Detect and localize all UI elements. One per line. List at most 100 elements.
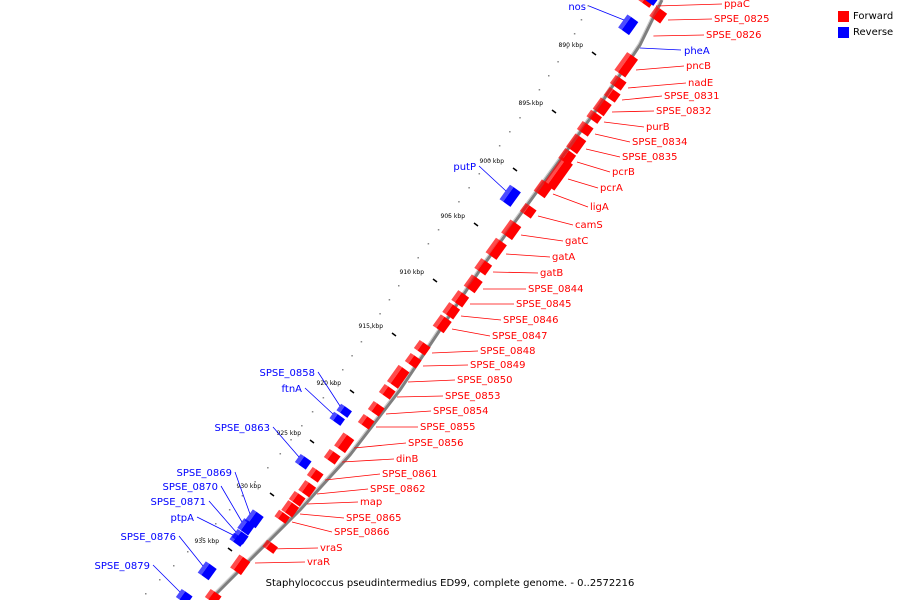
gene-arrow-face [537, 181, 553, 199]
gene-arrow [614, 52, 639, 78]
gene-arrow [357, 413, 375, 430]
gene-leader-line [639, 47, 682, 51]
gene-arrow-side [288, 490, 299, 502]
gene-leader-line [152, 564, 181, 593]
gene-arrow-face [278, 512, 290, 524]
gene-arrow-side [230, 554, 243, 570]
tick-dot [509, 131, 511, 133]
tick-dot [407, 271, 409, 273]
gene-arrow-side [378, 383, 389, 395]
gene-arrow-face [569, 135, 587, 155]
gene-label: SPSE_0825 [714, 14, 770, 25]
legend-forward-label: Forward [853, 10, 894, 22]
gene-arrow-side [204, 588, 215, 600]
gene-arrow-side [323, 448, 334, 460]
gene-label: SPSE_0858 [260, 368, 316, 379]
gene-arrow-side [463, 274, 476, 289]
gene-label: camS [575, 220, 603, 231]
gene-arrow-side [336, 403, 345, 413]
gene-leader-line [407, 379, 456, 383]
tick-mark [309, 439, 315, 444]
tick-mark [391, 332, 397, 337]
gene-arrow-face [340, 406, 352, 418]
gene-label: gatB [540, 268, 563, 279]
tick-label: 935 kbp [195, 538, 220, 545]
gene-label: purB [646, 122, 670, 133]
gene-arrow-face [382, 386, 396, 400]
gene-arrow [586, 109, 602, 124]
gene-arrow-side [281, 500, 292, 513]
gene-arrow-face [454, 292, 470, 308]
gene-label: SPSE_0832 [656, 106, 712, 117]
gene-arrow [501, 219, 522, 241]
gene-arrow-side [474, 258, 485, 271]
gene-label: SPSE_0855 [420, 422, 476, 433]
gene-label: SPSE_0834 [632, 137, 688, 148]
tick-dot [145, 593, 147, 595]
tick-dot [557, 61, 559, 63]
gene-arrow-side [609, 74, 620, 86]
gene-leader-line [576, 161, 611, 173]
gene-label: SPSE_0876 [121, 532, 177, 543]
gene-arrow-side [244, 509, 257, 524]
gene-arrow [288, 490, 306, 507]
gene-arrow-face [292, 493, 306, 507]
gene-label: SPSE_0849 [470, 360, 526, 371]
gene-leader-line [611, 110, 655, 113]
gene-leader-line [220, 485, 243, 523]
gene-arrow-side [451, 290, 462, 303]
gene-arrow-side [558, 148, 569, 161]
gene-arrow-side [413, 339, 424, 351]
gene-arrow-face [613, 77, 627, 91]
gene-leader-line [451, 328, 491, 337]
gene-arrow-side [501, 219, 514, 235]
gene-label: ligA [590, 202, 609, 213]
gene-label: nos [568, 2, 586, 13]
gene-label: SPSE_0865 [346, 513, 402, 524]
gene-arrow-side [603, 86, 614, 98]
gene-arrow [543, 157, 573, 191]
gene-leader-line [254, 561, 306, 564]
gene-arrow-face [621, 16, 639, 36]
gene-arrow-face [233, 535, 245, 547]
gene-label: SPSE_0862 [370, 484, 426, 495]
gene-arrow-side [298, 480, 309, 493]
tick-dot [201, 537, 203, 539]
gene-arrow [274, 509, 290, 524]
gene-arrow-face [445, 304, 461, 320]
gene-leader-line [588, 5, 625, 21]
gene-arrow-side [649, 6, 660, 19]
gene-arrow-face [327, 451, 341, 465]
gene-arrow-side [404, 352, 415, 364]
gene-arrow-face [390, 367, 410, 389]
tick-dot [267, 467, 269, 469]
tick-dot [290, 439, 292, 441]
tick-dot [538, 89, 541, 91]
legend-reverse-swatch [838, 26, 849, 38]
gene-arrow [386, 364, 410, 389]
gene-arrow-face [547, 159, 573, 191]
gene-arrow-face [298, 456, 312, 470]
gene-arrow-face [179, 591, 193, 600]
gene-arrow-face [333, 414, 345, 426]
gene-arrow-face [523, 205, 537, 219]
gene-arrow-face [371, 403, 385, 417]
gene-arrow-face [408, 355, 422, 369]
gene-arrow-face [201, 563, 217, 581]
gene-label: ftnA [282, 384, 303, 395]
gene-leader-line [234, 471, 251, 515]
gene-label: pcrA [600, 183, 623, 194]
gene-arrow-side [638, 0, 644, 3]
tick-dot [427, 243, 430, 245]
gene-arrow-side [175, 588, 186, 600]
tick-dot [468, 187, 470, 189]
gene-leader-line [585, 148, 621, 158]
gene-arrow-side [499, 184, 514, 202]
gene-arrow [175, 588, 193, 600]
gene-arrow-side [229, 532, 238, 542]
tick-dots [145, 5, 590, 595]
gene-arrow-side [274, 509, 283, 519]
gene-label: SPSE_0853 [445, 391, 501, 402]
gene-arrow-face [590, 112, 602, 124]
